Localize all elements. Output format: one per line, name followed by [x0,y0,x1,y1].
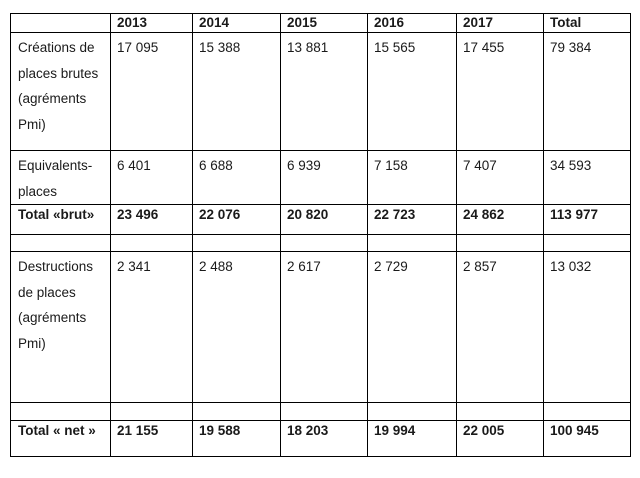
table-cell: 15 565 [367,32,457,151]
empty-cell [110,402,193,421]
empty-cell [280,402,368,421]
table-cell: 2 857 [456,251,544,403]
table-cell: 7 158 [367,150,457,205]
table-cell: 19 588 [192,420,281,457]
header-cell: 2017 [456,13,544,33]
table-cell: 13 881 [280,32,368,151]
table-cell: 100 945 [543,420,631,457]
empty-cell [10,402,111,421]
table-cell: 23 496 [110,204,193,235]
header-row: 2013 2014 2015 2016 2017 Total [10,13,631,33]
table-cell: 21 155 [110,420,193,457]
table-cell: 24 862 [456,204,544,235]
empty-cell [456,402,544,421]
table-cell: 2 729 [367,251,457,403]
table-row: Equivalents-places 6 401 6 688 6 939 7 1… [10,150,631,205]
table-cell: 22 723 [367,204,457,235]
empty-cell [456,234,544,252]
table-row-total-brut: Total «brut» 23 496 22 076 20 820 22 723… [10,204,631,235]
table-cell: 34 593 [543,150,631,205]
table-cell: 20 820 [280,204,368,235]
empty-cell [543,402,631,421]
header-cell: 2015 [280,13,368,33]
table-cell: 22 076 [192,204,281,235]
empty-cell [192,402,281,421]
spacer-row [10,234,631,252]
empty-cell [192,234,281,252]
header-cell: Total [543,13,631,33]
table-cell: 22 005 [456,420,544,457]
row-label: Créations de places brutes (agréments Pm… [10,32,111,151]
table-cell: 18 203 [280,420,368,457]
empty-cell [110,234,193,252]
table-cell: 6 688 [192,150,281,205]
table-cell: 79 384 [543,32,631,151]
table-cell: 2 341 [110,251,193,403]
spacer-row [10,402,631,421]
table-cell: 17 455 [456,32,544,151]
table-row: Créations de places brutes (agréments Pm… [10,32,631,151]
row-label: Destructions de places (agréments Pmi) [10,251,111,403]
row-label: Equivalents-places [10,150,111,205]
table-cell: 7 407 [456,150,544,205]
empty-cell [367,402,457,421]
row-label: Total « net » [10,420,111,457]
data-table: 2013 2014 2015 2016 2017 Total Créations… [10,13,631,457]
table-cell: 17 095 [110,32,193,151]
header-cell: 2014 [192,13,281,33]
empty-cell [543,234,631,252]
table-cell: 2 617 [280,251,368,403]
header-cell [10,13,111,33]
empty-cell [367,234,457,252]
empty-cell [10,234,111,252]
table-cell: 113 977 [543,204,631,235]
table-cell: 15 388 [192,32,281,151]
table-row: Destructions de places (agréments Pmi) 2… [10,251,631,403]
table-cell: 13 032 [543,251,631,403]
row-label: Total «brut» [10,204,111,235]
table-cell: 19 994 [367,420,457,457]
table-cell: 6 939 [280,150,368,205]
table-cell: 2 488 [192,251,281,403]
table-cell: 6 401 [110,150,193,205]
empty-cell [280,234,368,252]
header-cell: 2016 [367,13,457,33]
table-row-total-net: Total « net » 21 155 19 588 18 203 19 99… [10,420,631,457]
header-cell: 2013 [110,13,193,33]
